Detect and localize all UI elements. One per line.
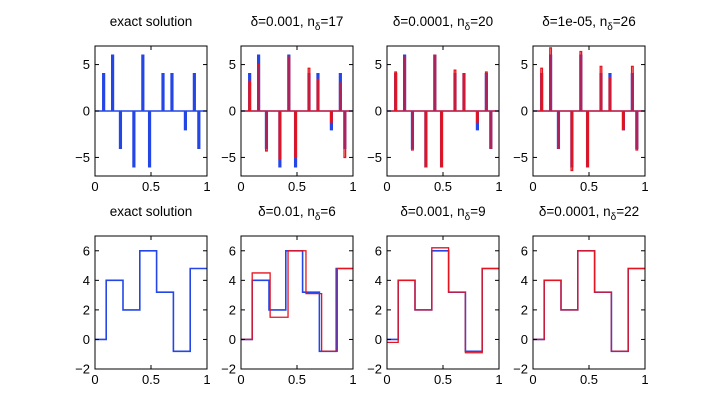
x-tick-label: 0.5	[580, 372, 598, 387]
y-tick-label: 6	[83, 243, 90, 258]
series-group	[95, 54, 207, 168]
y-tick-label: 0	[83, 104, 90, 119]
subplot-title: δ=0.01, nδ=6	[258, 204, 336, 223]
x-tick-label: 0.5	[580, 179, 598, 194]
exact-solution-line	[241, 249, 353, 353]
x-tick-label: 0	[383, 372, 390, 387]
series-group	[533, 249, 645, 353]
subplot-title: exact solution	[110, 14, 193, 29]
y-tick-label: 5	[521, 57, 528, 72]
y-tick-label: −2	[75, 362, 90, 377]
subplot-title: δ=1e-05, nδ=26	[542, 14, 635, 33]
y-tick-label: 0	[375, 104, 382, 119]
x-tick-label: 1	[349, 372, 356, 387]
x-tick-label: 0.5	[288, 179, 306, 194]
x-tick-label: 0	[237, 372, 244, 387]
series-group	[533, 47, 645, 172]
subplot-title: δ=0.001, nδ=17	[251, 14, 344, 33]
reconstruction-line	[241, 250, 353, 352]
x-tick-label: 1	[641, 372, 648, 387]
series-group	[387, 54, 499, 168]
exact-solution-line	[95, 249, 207, 353]
y-tick-label: −2	[513, 362, 528, 377]
x-tick-label: 0.5	[288, 372, 306, 387]
x-tick-label: 0	[91, 179, 98, 194]
subplot-title: exact solution	[110, 204, 193, 219]
y-tick-label: 6	[229, 243, 236, 258]
series-group	[241, 54, 353, 168]
x-tick-label: 0.5	[142, 179, 160, 194]
y-tick-label: −2	[367, 362, 382, 377]
y-tick-label: 5	[83, 57, 90, 72]
y-tick-label: 5	[229, 57, 236, 72]
series-group	[387, 247, 499, 354]
y-tick-label: −5	[221, 150, 236, 165]
x-tick-label: 1	[203, 372, 210, 387]
y-tick-label: 2	[83, 302, 90, 317]
y-tick-label: 4	[83, 273, 90, 288]
x-tick-label: 1	[203, 179, 210, 194]
subplot-title: δ=0.0001, nδ=22	[539, 204, 639, 223]
subplot-title: δ=0.001, nδ=9	[400, 204, 485, 223]
exact-solution-line	[95, 54, 207, 168]
y-tick-label: 4	[229, 273, 236, 288]
x-tick-label: 0	[237, 179, 244, 194]
y-tick-label: 4	[375, 273, 382, 288]
y-tick-label: 0	[229, 104, 236, 119]
x-tick-label: 1	[495, 179, 502, 194]
y-tick-label: −5	[513, 150, 528, 165]
y-tick-label: 0	[521, 332, 528, 347]
y-tick-label: −5	[367, 150, 382, 165]
reconstruction-line	[241, 56, 353, 160]
x-tick-label: 0.5	[142, 372, 160, 387]
subplot-title: δ=0.0001, nδ=20	[393, 14, 493, 33]
x-tick-label: 1	[349, 179, 356, 194]
y-tick-label: −2	[221, 362, 236, 377]
x-tick-label: 0	[91, 372, 98, 387]
reconstruction-line	[533, 47, 645, 172]
x-tick-label: 1	[641, 179, 648, 194]
y-tick-label: 6	[375, 243, 382, 258]
y-tick-label: 0	[375, 332, 382, 347]
y-tick-label: 0	[521, 104, 528, 119]
x-tick-label: 0	[529, 372, 536, 387]
x-tick-label: 0.5	[434, 372, 452, 387]
x-tick-label: 0	[529, 179, 536, 194]
series-group	[241, 249, 353, 353]
y-tick-label: 4	[521, 273, 528, 288]
y-tick-label: 6	[521, 243, 528, 258]
x-tick-label: 1	[495, 372, 502, 387]
reconstruction-line	[387, 247, 499, 354]
x-tick-label: 0	[383, 179, 390, 194]
reconstruction-line	[387, 54, 499, 168]
y-tick-label: 2	[229, 302, 236, 317]
y-tick-label: 0	[229, 332, 236, 347]
y-tick-label: 2	[521, 302, 528, 317]
y-tick-label: −5	[75, 150, 90, 165]
reconstruction-line	[533, 250, 645, 352]
y-tick-label: 5	[375, 57, 382, 72]
x-tick-label: 0.5	[434, 179, 452, 194]
series-group	[95, 249, 207, 353]
y-tick-label: 2	[375, 302, 382, 317]
y-tick-label: 0	[83, 332, 90, 347]
